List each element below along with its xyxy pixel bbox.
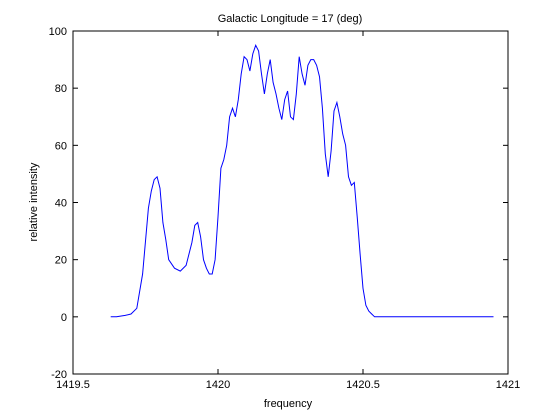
- chart-title: Galactic Longitude = 17 (deg): [218, 13, 363, 25]
- x-tick-label: 1420: [206, 379, 230, 391]
- y-tick-label: 100: [49, 26, 67, 38]
- y-tick-label: 20: [55, 255, 67, 267]
- y-tick-label: 40: [55, 198, 67, 210]
- axes-frame: [73, 31, 508, 374]
- y-axis-label: relative intensity: [28, 162, 40, 241]
- x-axis-label: frequency: [264, 398, 313, 410]
- x-tick-label: 1420.5: [346, 379, 380, 391]
- y-tick-label: 80: [55, 83, 67, 95]
- x-tick-label: 1421: [496, 379, 520, 391]
- y-tick-label: 60: [55, 140, 67, 152]
- y-tick-label: -20: [51, 369, 67, 381]
- y-tick-label: 0: [61, 312, 67, 324]
